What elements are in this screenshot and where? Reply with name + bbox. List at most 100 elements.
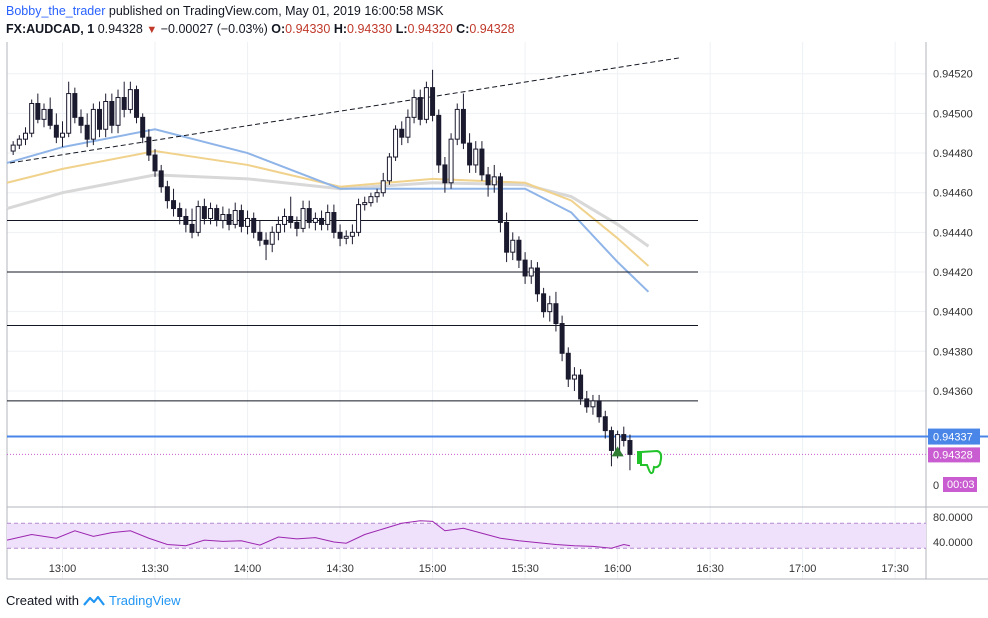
candle-down [417,97,423,120]
candle-down [78,116,84,126]
close-label: C: [456,22,470,36]
candle-down [238,210,244,227]
candle-up [448,138,454,184]
candle-down [189,223,195,233]
candle-down [522,259,528,277]
author-link[interactable]: Bobby_the_trader [6,4,106,18]
candle-up [90,108,96,140]
candle-down [251,217,257,233]
candle-down [84,124,90,140]
x-tick-label: 16:00 [604,563,632,575]
candle-down [602,416,608,432]
candle-up [571,374,577,380]
y-tick-label: 0.94500 [933,108,973,120]
candle-up [10,144,16,152]
y-tick-label: 0.94420 [933,267,973,279]
candle-up [547,303,553,313]
candle-down [399,128,405,138]
candle-up [41,108,47,120]
y-tick-label: 0.94360 [933,386,973,398]
chart-frame [6,42,988,580]
candle-up [66,93,72,134]
candle-down [627,440,633,455]
y-tick-label: 0.94520 [933,69,973,81]
candle-up [245,217,251,227]
y-tick-label: 0.94460 [933,188,973,200]
y-tick-label: 0.94440 [933,227,973,239]
candle-down [331,212,337,233]
signal-arrow-icon [611,446,624,457]
candle-up [368,196,374,204]
created-with-text: Created with [6,593,79,608]
candle-down [442,164,448,184]
x-tick-label: 13:00 [49,563,77,575]
blue-level-tag-text: 0.94337 [933,432,973,444]
down-arrow-icon: ▼ [146,24,158,36]
high-value: 0.94330 [347,22,393,36]
candle-down [485,174,491,186]
axes: 0.94520 0.94500 0.94480 0.94460 0.94440 0.944… [49,69,973,575]
sma-fast-line [6,128,650,293]
low-label: L: [395,22,408,36]
trendline [10,57,680,164]
candle-up [405,116,411,138]
candle-up [300,208,306,229]
x-tick-label: 15:30 [511,563,539,575]
tradingview-brand[interactable]: TradingView [108,593,181,608]
candle-up [590,400,596,408]
open-value: 0.94330 [285,22,331,36]
rsi-tick-label: 40.0000 [933,537,973,549]
candle-up [29,102,35,134]
moving-averages [6,128,650,293]
rsi-tick-label: 80.0000 [933,512,973,524]
price-change: −0.00027 (−0.03%) [160,22,268,36]
last-price: 0.94328 [97,22,143,36]
low-value: 0.94320 [407,22,453,36]
candle-up [60,132,66,138]
last-price-tag-text: 0.94328 [933,449,973,461]
x-tick-label: 17:00 [789,563,817,575]
candle-up [380,180,386,194]
x-tick-label: 17:30 [881,563,909,575]
candle-up [232,210,238,225]
candle-up [491,176,497,186]
candle-up [23,132,29,140]
countdown-tag [943,477,977,492]
candle-up [325,212,331,225]
close-value: 0.94328 [469,22,515,36]
rsi-band-fill [7,523,926,549]
candle-down [516,239,522,261]
candle-up [528,267,534,277]
candle-down [97,108,103,130]
sma-mid-line [6,150,650,267]
candle-down [559,323,565,354]
blue-level-tag [928,428,980,445]
x-tick-label: 14:00 [234,563,262,575]
x-tick-label: 16:30 [696,563,724,575]
axis-zero-label: 0 [933,480,939,492]
publish-text: published on TradingView.com, May 01, 20… [108,4,444,18]
candle-down [541,293,547,313]
candle-up [282,215,288,225]
candle-up [356,204,362,233]
candle-up [220,214,226,221]
horizontal-levels[interactable] [7,57,988,455]
candle-down [430,87,436,116]
y-tick-label: 0.94480 [933,148,973,160]
candle-down [578,374,584,400]
y-tick-label: 0.94380 [933,346,973,358]
thumbs-down-icon [637,449,663,475]
candle-down [164,186,170,202]
candle-up [411,97,417,118]
candle-up [208,208,214,219]
publish-info: Bobby_the_trader published on TradingVie… [6,4,444,18]
price-tags: 0.94337 0.94328 00:03 [611,428,980,492]
candle-down [294,221,300,229]
candle-down [201,206,207,219]
candle-down [319,217,325,225]
candle-down [177,208,183,217]
candle-up [127,89,133,110]
candle-up [269,231,275,245]
last-price-tag [928,447,980,463]
